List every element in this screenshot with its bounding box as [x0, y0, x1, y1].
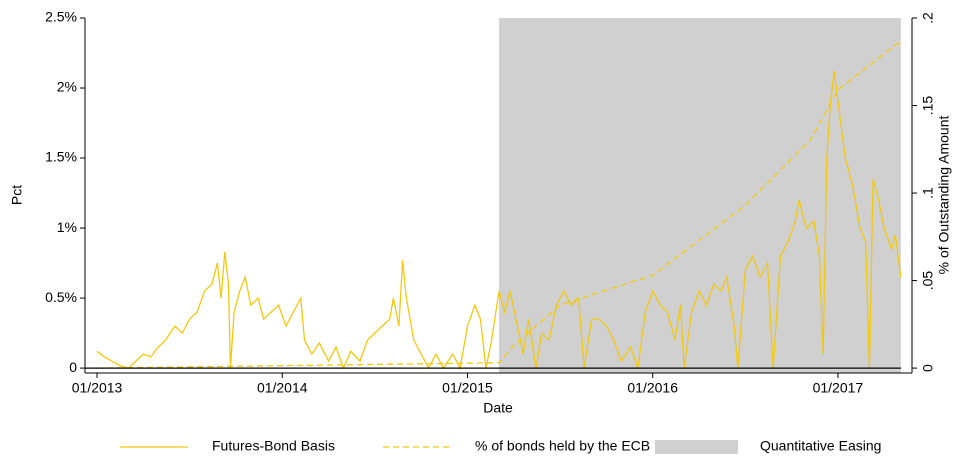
lines [85, 40, 902, 371]
legend-label: Futures-Bond Basis [212, 438, 335, 454]
x-tick-label: 01/2014 [257, 380, 308, 396]
legend-label: Quantitative Easing [760, 438, 881, 454]
y2-tick-label: .15 [920, 96, 936, 116]
ecb-holdings-line [96, 40, 902, 369]
y2-tick-label: .2 [920, 12, 936, 24]
y2-tick-label: .05 [920, 271, 936, 291]
axes [80, 17, 917, 378]
y-tick-label: 1.5% [45, 149, 77, 165]
y-axis-title: Pct [9, 185, 25, 205]
y-tick-label: 0.5% [45, 289, 77, 305]
x-tick-label: 01/2017 [813, 380, 864, 396]
x-tick-label: 01/2015 [442, 380, 493, 396]
legend-swatch [655, 440, 738, 454]
y-tick-label: 2.5% [45, 9, 77, 25]
x-tick-label: 01/2016 [627, 380, 678, 396]
qe-band [498, 18, 901, 373]
bands [498, 18, 901, 373]
y-tick-label: 2% [57, 79, 77, 95]
y2-axis-title: % of Outstanding Amount [936, 116, 952, 275]
y2-tick-label: 0 [920, 364, 936, 372]
legend-label: % of bonds held by the ECB [475, 438, 650, 454]
y-tick-label: 1% [57, 219, 77, 235]
y-tick-label: 0 [69, 359, 77, 375]
y2-tick-label: .1 [920, 187, 936, 199]
legend: Futures-Bond Basis % of bonds held by the… [120, 438, 881, 454]
basis-line [96, 71, 902, 371]
labels: 0 0.5% 1% 1.5% 2% 2.5% 0 .05 .1 .15 .2 01/2013 01/20… [45, 9, 936, 396]
x-axis-title: Date [483, 400, 513, 416]
x-tick-label: 01/2013 [72, 380, 123, 396]
